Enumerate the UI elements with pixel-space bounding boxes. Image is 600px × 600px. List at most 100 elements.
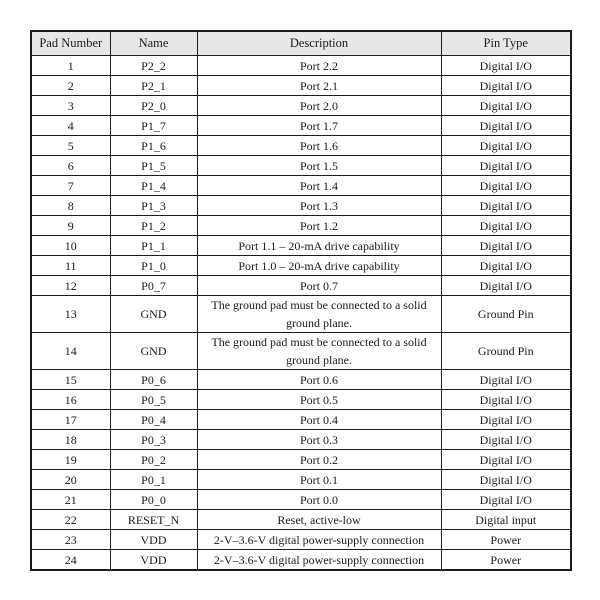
cell-description: Port 1.4 <box>196 175 442 196</box>
cell-description: Port 0.5 <box>196 389 442 410</box>
pad-function-table: Pad Number Name Description Pin Type 1 P2… <box>30 30 572 571</box>
cell-name: P2_0 <box>109 95 198 116</box>
cell-name: P2_2 <box>109 55 198 76</box>
cell-pad-number: 14 <box>30 332 111 370</box>
cell-pad-number: 3 <box>30 95 111 116</box>
cell-pin-type: Digital I/O <box>440 429 572 450</box>
table-row: 17 P0_4 Port 0.4 Digital I/O <box>30 409 572 430</box>
cell-name: P0_6 <box>109 369 198 390</box>
cell-pad-number: 15 <box>30 369 111 390</box>
cell-name: VDD <box>109 549 198 571</box>
cell-pad-number: 12 <box>30 275 111 296</box>
cell-pad-number: 21 <box>30 489 111 510</box>
cell-pin-type: Digital I/O <box>440 115 572 136</box>
cell-description: Port 1.0 – 20-mA drive capability <box>196 255 442 276</box>
col-header-description: Description <box>196 30 442 56</box>
cell-description: Port 2.0 <box>196 95 442 116</box>
table-body: 1 P2_2 Port 2.2 Digital I/O 2 P2_1 Port 2.1 Dig… <box>30 55 572 571</box>
cell-description: Port 0.4 <box>196 409 442 430</box>
cell-pin-type: Power <box>440 549 572 571</box>
cell-pin-type: Digital I/O <box>440 235 572 256</box>
table-row: 2 P2_1 Port 2.1 Digital I/O <box>30 75 572 96</box>
cell-pad-number: 11 <box>30 255 111 276</box>
table-row: 24 VDD 2-V–3.6-V digital power-supply conn… <box>30 549 572 571</box>
cell-pad-number: 8 <box>30 195 111 216</box>
col-header-pad-number: Pad Number <box>30 30 111 56</box>
table-row: 7 P1_4 Port 1.4 Digital I/O <box>30 175 572 196</box>
cell-name: P2_1 <box>109 75 198 96</box>
cell-description: Port 0.0 <box>196 489 442 510</box>
cell-description: Port 0.2 <box>196 449 442 470</box>
table-row: 9 P1_2 Port 1.2 Digital I/O <box>30 215 572 236</box>
cell-pad-number: 18 <box>30 429 111 450</box>
cell-pin-type: Digital input <box>440 509 572 530</box>
cell-description: Port 0.3 <box>196 429 442 450</box>
table-row: 10 P1_1 Port 1.1 – 20-mA drive capability D… <box>30 235 572 256</box>
table-row: 6 P1_5 Port 1.5 Digital I/O <box>30 155 572 176</box>
table-row: 5 P1_6 Port 1.6 Digital I/O <box>30 135 572 156</box>
table-row: 22 RESET_N Reset, active-low Digital input <box>30 509 572 530</box>
cell-name: RESET_N <box>109 509 198 530</box>
cell-pad-number: 13 <box>30 295 111 333</box>
cell-pin-type: Digital I/O <box>440 175 572 196</box>
cell-name: GND <box>109 295 198 333</box>
cell-pin-type: Digital I/O <box>440 369 572 390</box>
cell-description: Port 2.2 <box>196 55 442 76</box>
cell-pin-type: Digital I/O <box>440 55 572 76</box>
cell-pin-type: Digital I/O <box>440 449 572 470</box>
cell-name: P1_3 <box>109 195 198 216</box>
table-row: 23 VDD 2-V–3.6-V digital power-supply conn… <box>30 529 572 550</box>
cell-pad-number: 22 <box>30 509 111 530</box>
cell-pin-type: Ground Pin <box>440 332 572 370</box>
cell-description: Port 0.6 <box>196 369 442 390</box>
cell-pin-type: Digital I/O <box>440 469 572 490</box>
table-row: 19 P0_2 Port 0.2 Digital I/O <box>30 449 572 470</box>
cell-name: P1_6 <box>109 135 198 156</box>
cell-pad-number: 23 <box>30 529 111 550</box>
cell-pin-type: Digital I/O <box>440 389 572 410</box>
cell-name: P0_1 <box>109 469 198 490</box>
cell-description: Reset, active-low <box>196 509 442 530</box>
cell-name: P1_1 <box>109 235 198 256</box>
table-row: 1 P2_2 Port 2.2 Digital I/O <box>30 55 572 76</box>
cell-pin-type: Digital I/O <box>440 489 572 510</box>
cell-pin-type: Digital I/O <box>440 409 572 430</box>
cell-name: GND <box>109 332 198 370</box>
cell-pad-number: 6 <box>30 155 111 176</box>
cell-name: P1_7 <box>109 115 198 136</box>
cell-description: The ground pad must be connected to a so… <box>196 295 442 333</box>
cell-pad-number: 9 <box>30 215 111 236</box>
cell-name: P0_7 <box>109 275 198 296</box>
cell-name: P1_5 <box>109 155 198 176</box>
cell-name: P0_2 <box>109 449 198 470</box>
cell-name: P0_4 <box>109 409 198 430</box>
cell-pin-type: Power <box>440 529 572 550</box>
cell-name: P1_4 <box>109 175 198 196</box>
cell-description: Port 1.1 – 20-mA drive capability <box>196 235 442 256</box>
table-row: 20 P0_1 Port 0.1 Digital I/O <box>30 469 572 490</box>
table-row: 15 P0_6 Port 0.6 Digital I/O <box>30 369 572 390</box>
cell-description: Port 1.2 <box>196 215 442 236</box>
table-row: 14 GND The ground pad must be connected to… <box>30 332 572 370</box>
table-row: 13 GND The ground pad must be connected to… <box>30 295 572 333</box>
cell-pad-number: 19 <box>30 449 111 470</box>
table-row: 12 P0_7 Port 0.7 Digital I/O <box>30 275 572 296</box>
table-row: 3 P2_0 Port 2.0 Digital I/O <box>30 95 572 116</box>
cell-name: P0_0 <box>109 489 198 510</box>
cell-name: P1_2 <box>109 215 198 236</box>
cell-name: VDD <box>109 529 198 550</box>
table-row: 18 P0_3 Port 0.3 Digital I/O <box>30 429 572 450</box>
cell-pad-number: 7 <box>30 175 111 196</box>
cell-pad-number: 2 <box>30 75 111 96</box>
cell-pad-number: 16 <box>30 389 111 410</box>
col-header-pin-type: Pin Type <box>440 30 572 56</box>
cell-pin-type: Digital I/O <box>440 135 572 156</box>
cell-pin-type: Digital I/O <box>440 255 572 276</box>
cell-description: 2-V–3.6-V digital power-supply connectio… <box>196 549 442 571</box>
cell-pad-number: 17 <box>30 409 111 430</box>
cell-pad-number: 24 <box>30 549 111 571</box>
table-row: 21 P0_0 Port 0.0 Digital I/O <box>30 489 572 510</box>
table-row: 16 P0_5 Port 0.5 Digital I/O <box>30 389 572 410</box>
cell-description: Port 1.5 <box>196 155 442 176</box>
